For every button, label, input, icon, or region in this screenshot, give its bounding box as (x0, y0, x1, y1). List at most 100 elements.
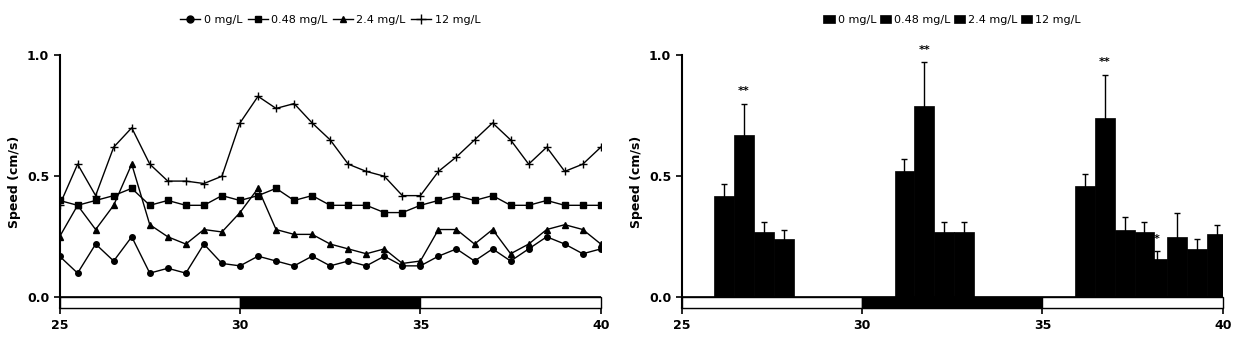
2.4 mg/L (377, 247, 392, 251)
0 mg/L (286, 264, 301, 268)
12 mg/L (143, 162, 157, 166)
0.48 mg/L (305, 193, 320, 198)
0.48 mg/L (196, 203, 211, 207)
12 mg/L (575, 162, 590, 166)
Line: 12 mg/L: 12 mg/L (56, 92, 605, 209)
Bar (954, 232, 973, 298)
Text: **: ** (919, 45, 930, 55)
2.4 mg/L (160, 235, 175, 239)
Legend: 0 mg/L, 0.48 mg/L, 2.4 mg/L, 12 mg/L: 0 mg/L, 0.48 mg/L, 2.4 mg/L, 12 mg/L (176, 10, 485, 29)
Bar (754, 232, 774, 298)
0 mg/L (179, 271, 193, 275)
0.48 mg/L (394, 210, 409, 215)
0.48 mg/L (233, 199, 248, 203)
Text: *: * (1154, 234, 1159, 244)
2.4 mg/L (413, 259, 428, 263)
2.4 mg/L (449, 227, 464, 232)
2.4 mg/L (52, 235, 67, 239)
12 mg/L (539, 145, 554, 149)
2.4 mg/L (305, 232, 320, 236)
2.4 mg/L (394, 261, 409, 266)
12 mg/L (124, 126, 139, 130)
2.4 mg/L (539, 227, 554, 232)
Bar (1115, 230, 1135, 298)
0.48 mg/L (377, 210, 392, 215)
0 mg/L (305, 254, 320, 258)
Bar (1075, 186, 1095, 298)
2.4 mg/L (179, 242, 193, 246)
0.48 mg/L (143, 203, 157, 207)
2.4 mg/L (594, 242, 609, 246)
0 mg/L (341, 259, 356, 263)
2.4 mg/L (432, 227, 446, 232)
0.48 mg/L (179, 203, 193, 207)
0.48 mg/L (52, 199, 67, 203)
0 mg/L (413, 264, 428, 268)
0.48 mg/L (341, 203, 356, 207)
0.48 mg/L (71, 203, 86, 207)
Bar (914, 106, 934, 298)
12 mg/L (233, 121, 248, 125)
Bar (60, 298, 241, 308)
0.48 mg/L (432, 199, 446, 203)
0 mg/L (160, 266, 175, 270)
0 mg/L (107, 259, 122, 263)
0.48 mg/L (215, 193, 229, 198)
2.4 mg/L (71, 203, 86, 207)
2.4 mg/L (250, 186, 265, 190)
0.48 mg/L (485, 193, 500, 198)
12 mg/L (250, 94, 265, 98)
Line: 0.48 mg/L: 0.48 mg/L (57, 186, 604, 215)
12 mg/L (160, 179, 175, 183)
Y-axis label: Speed (cm/s): Speed (cm/s) (9, 136, 21, 228)
12 mg/L (557, 169, 572, 173)
0.48 mg/L (286, 199, 301, 203)
0 mg/L (557, 242, 572, 246)
Bar (1043, 298, 1223, 308)
Bar (1167, 237, 1187, 298)
0.48 mg/L (107, 193, 122, 198)
Bar (1095, 118, 1115, 298)
12 mg/L (394, 193, 409, 198)
12 mg/L (322, 138, 337, 142)
2.4 mg/L (143, 223, 157, 227)
2.4 mg/L (322, 242, 337, 246)
12 mg/L (341, 162, 356, 166)
Text: **: ** (1099, 57, 1111, 67)
12 mg/L (196, 182, 211, 186)
12 mg/L (594, 145, 609, 149)
Bar (774, 239, 794, 298)
12 mg/L (107, 145, 122, 149)
12 mg/L (286, 102, 301, 106)
0.48 mg/L (449, 193, 464, 198)
12 mg/L (179, 179, 193, 183)
Bar (1147, 259, 1167, 298)
12 mg/L (71, 162, 86, 166)
Bar (241, 298, 420, 308)
12 mg/L (485, 121, 500, 125)
Legend: 0 mg/L, 0.48 mg/L, 2.4 mg/L, 12 mg/L: 0 mg/L, 0.48 mg/L, 2.4 mg/L, 12 mg/L (818, 10, 1085, 29)
2.4 mg/L (88, 227, 103, 232)
2.4 mg/L (575, 227, 590, 232)
0 mg/L (52, 254, 67, 258)
0.48 mg/L (575, 203, 590, 207)
2.4 mg/L (521, 242, 536, 246)
Bar (1135, 232, 1154, 298)
12 mg/L (215, 174, 229, 178)
0 mg/L (539, 235, 554, 239)
0 mg/L (269, 259, 284, 263)
12 mg/L (305, 121, 320, 125)
Bar (682, 298, 862, 308)
12 mg/L (521, 162, 536, 166)
Bar (1207, 234, 1226, 298)
2.4 mg/L (503, 252, 518, 256)
0 mg/L (485, 247, 500, 251)
12 mg/L (358, 169, 373, 173)
12 mg/L (449, 155, 464, 159)
0.48 mg/L (413, 203, 428, 207)
Bar (734, 135, 754, 298)
Line: 0 mg/L: 0 mg/L (57, 234, 604, 276)
Bar (862, 298, 1043, 308)
Bar (1187, 249, 1207, 298)
2.4 mg/L (341, 247, 356, 251)
